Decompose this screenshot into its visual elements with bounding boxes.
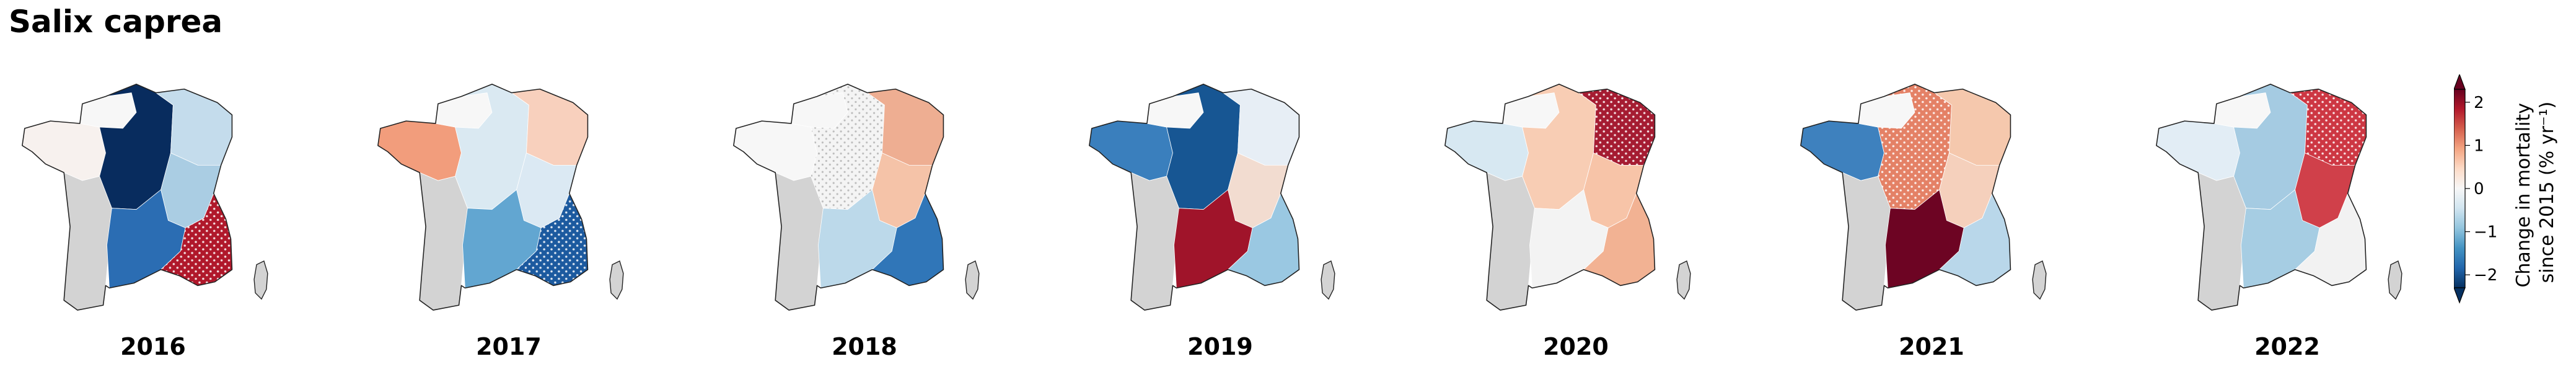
- region-alps-hatching: [516, 193, 588, 286]
- region-center-hatching: [811, 84, 885, 210]
- map-panel-2016: [22, 83, 268, 311]
- panel-year-label: 2018: [832, 333, 897, 360]
- panel-year-label: 2021: [1899, 333, 1964, 360]
- colorbar-label: Change in mortality since 2015 (% yr⁻¹): [2513, 97, 2558, 287]
- panel-year-label: 2022: [2254, 333, 2320, 360]
- map-panel-2020: [1444, 83, 1691, 311]
- region-center-hatching: [1878, 84, 1952, 210]
- panel-year-label: 2017: [476, 333, 542, 360]
- colorbar-extend-bottom: [2454, 287, 2466, 304]
- map-panel-2018: [733, 83, 980, 311]
- corsica: [2388, 260, 2402, 300]
- region-west: [733, 120, 817, 181]
- corsica: [2032, 260, 2047, 300]
- colorbar-label-line1: Change in mortality: [2513, 103, 2534, 288]
- colorbar-tick-label: 1: [2474, 136, 2484, 155]
- colorbar-tick-label: 2: [2474, 94, 2484, 112]
- corsica: [1321, 260, 1335, 300]
- map-panel-2021: [1800, 83, 2047, 311]
- region-west: [1800, 120, 1884, 181]
- france-outline: [733, 83, 944, 311]
- panel-year-label: 2019: [1187, 333, 1253, 360]
- panel-year-label: 2020: [1543, 333, 1609, 360]
- region-west: [1444, 120, 1529, 181]
- france-outline: [2156, 83, 2367, 311]
- region-west: [22, 120, 106, 181]
- colorbar-tick-label: 0: [2474, 180, 2484, 198]
- region-southwest: [1842, 172, 1891, 311]
- france-outline: [1444, 83, 1656, 311]
- france-outline: [22, 83, 233, 311]
- corsica: [1676, 260, 1691, 300]
- map-panel-2019: [1089, 83, 1335, 311]
- region-southwest: [1130, 172, 1179, 311]
- colorbar-extend-top: [2454, 74, 2466, 90]
- figure-title: Salix caprea: [9, 4, 223, 40]
- france-outline: [377, 83, 589, 311]
- france-outline: [1800, 83, 2011, 311]
- region-southwest: [775, 172, 824, 311]
- colorbar: 2 1 0 −1 −2 Change in mortality since 2015 (…: [2454, 74, 2558, 304]
- region-alps-hatching: [160, 193, 232, 286]
- corsica: [253, 260, 268, 300]
- region-southwest: [419, 172, 468, 311]
- france-outline: [1089, 83, 1300, 311]
- region-west: [1089, 120, 1173, 181]
- region-west: [2156, 120, 2240, 181]
- colorbar-tick-label: −2: [2474, 266, 2497, 285]
- colorbar-label-line2: since 2015 (% yr⁻¹): [2536, 102, 2558, 283]
- map-panel-2017: [377, 83, 624, 311]
- corsica: [965, 260, 980, 300]
- region-southwest: [63, 172, 112, 311]
- colorbar-body: [2454, 89, 2466, 288]
- map-panel-2022: [2156, 83, 2402, 311]
- region-northeast-hatching: [2290, 89, 2367, 166]
- colorbar-tick-label: −1: [2474, 223, 2497, 242]
- corsica: [609, 260, 624, 300]
- panel-year-label: 2016: [120, 333, 186, 360]
- region-northeast-hatching: [1578, 89, 1655, 166]
- region-west: [377, 120, 462, 181]
- region-southwest: [2197, 172, 2246, 311]
- region-southwest: [1486, 172, 1535, 311]
